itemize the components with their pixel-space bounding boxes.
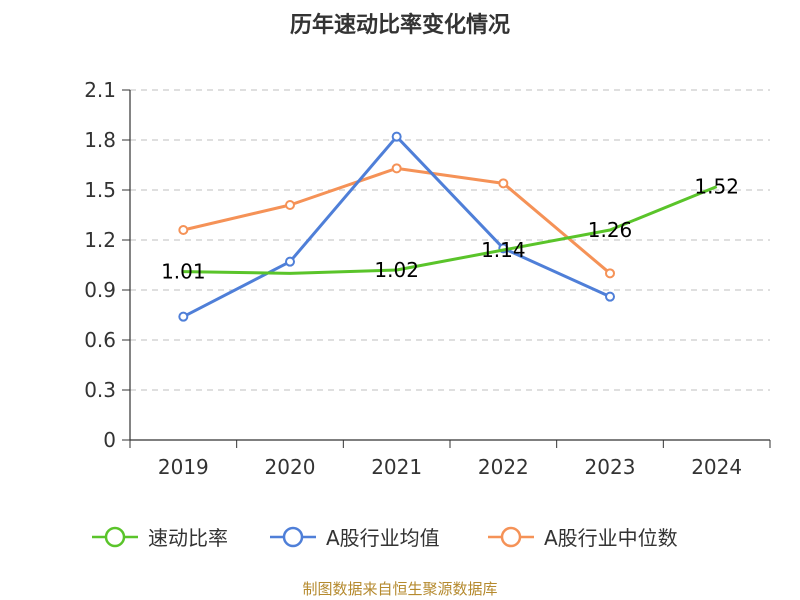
y-tick-label: 0 [103, 428, 116, 452]
y-tick-label: 1.5 [84, 178, 116, 202]
series-line [183, 185, 718, 275]
grid [130, 89, 770, 391]
y-tick-label: 0.6 [84, 328, 116, 352]
data-label: 1.52 [694, 175, 739, 199]
legend-label: 速动比率 [148, 526, 228, 550]
source-note: 制图数据来自恒生聚源数据库 [302, 580, 497, 598]
x-tick-label: 2024 [691, 455, 742, 479]
data-point [285, 200, 295, 210]
x-tick-label: 2022 [478, 455, 529, 479]
y-tick-label: 1.2 [84, 228, 116, 252]
data-point [178, 311, 189, 322]
data-label: 1.14 [481, 238, 526, 262]
data-labels: 1.01 1.02 1.14 1.26 1.52 [161, 175, 739, 284]
y-tick-label: 0.9 [84, 278, 116, 302]
legend-marker [500, 526, 522, 548]
legend-marker [282, 526, 304, 548]
data-label: 1.26 [588, 218, 633, 242]
legend: 速动比率 A股行业均值 A股行业中位数 [92, 526, 678, 550]
x-tick-label: 2023 [585, 455, 636, 479]
data-label: 1.02 [374, 258, 419, 282]
legend-label: A股行业中位数 [544, 526, 678, 550]
y-tick-label: 1.8 [84, 128, 116, 152]
y-tick-label: 0.3 [84, 378, 116, 402]
data-point [605, 291, 615, 302]
chart-title: 历年速动比率变化情况 [290, 12, 510, 38]
x-tick-label: 2019 [158, 455, 209, 479]
data-point [391, 131, 402, 142]
series [178, 131, 718, 322]
y-tick-label: 2.1 [84, 78, 116, 102]
legend-marker [104, 526, 126, 548]
data-label: 1.01 [161, 260, 206, 284]
axes: 0 0.3 0.6 0.9 1.2 1.5 1.8 2.1 2019 2020 2021 2022 20… [84, 78, 771, 479]
legend-label: A股行业均值 [326, 526, 440, 550]
data-point [605, 268, 615, 279]
x-tick-label: 2020 [265, 455, 316, 479]
data-point [285, 256, 295, 267]
x-tick-label: 2021 [371, 455, 422, 479]
data-point [391, 163, 402, 174]
data-point [178, 225, 189, 235]
data-point [498, 178, 509, 189]
